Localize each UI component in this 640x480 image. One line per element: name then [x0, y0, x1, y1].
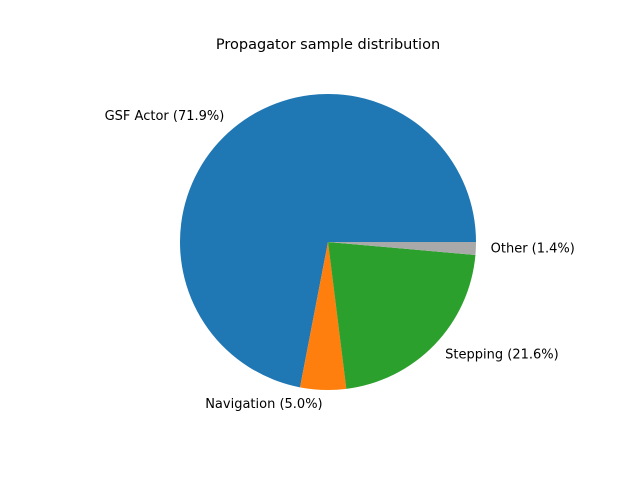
pie-slice	[328, 242, 475, 389]
pie-slices	[180, 94, 476, 390]
pie-slice-label: Navigation (5.0%)	[205, 397, 322, 412]
pie-slice-label: Stepping (21.6%)	[445, 348, 559, 363]
pie-slice-label: GSF Actor (71.9%)	[105, 109, 225, 124]
chart-title: Propagator sample distribution	[216, 37, 440, 53]
pie-slice-label: Other (1.4%)	[491, 242, 575, 257]
